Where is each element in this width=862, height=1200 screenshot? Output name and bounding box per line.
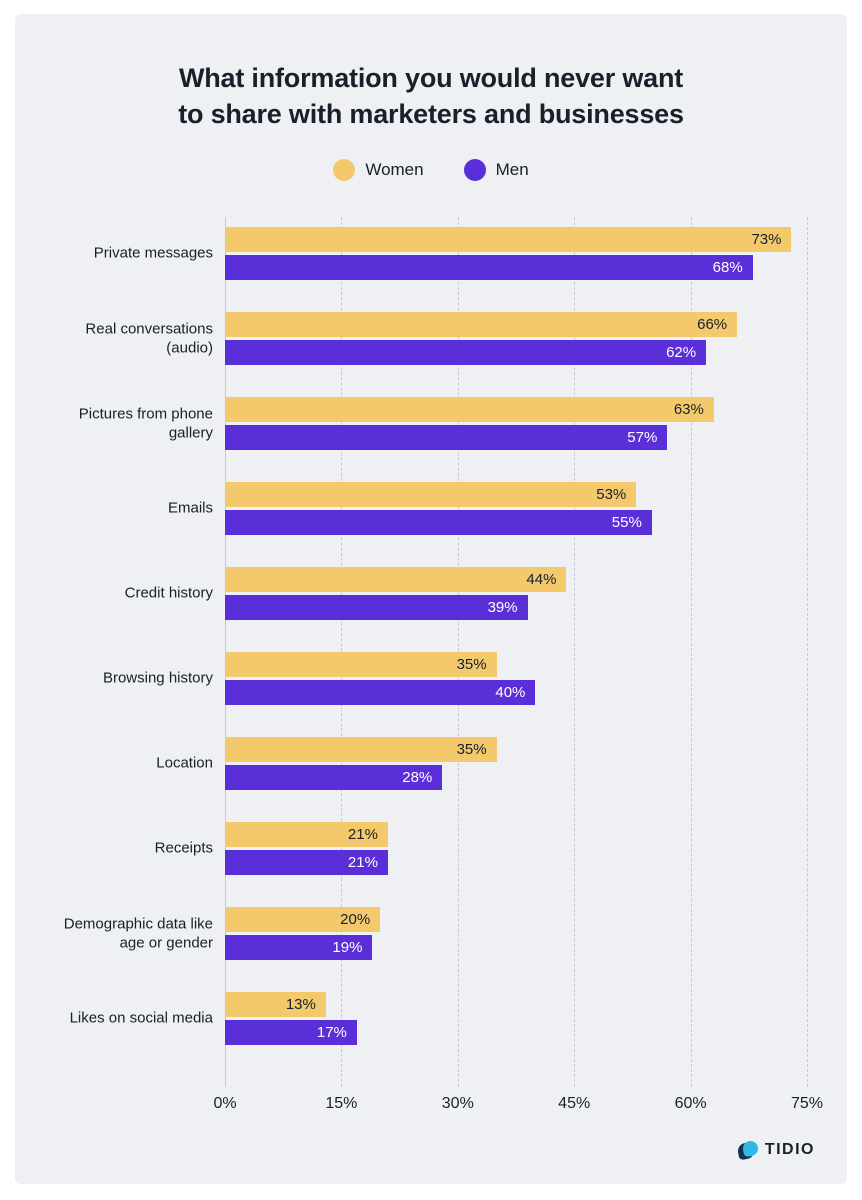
bar-value-men: 19%: [332, 939, 362, 956]
bar-men: 28%: [225, 765, 442, 790]
bar-women: 21%: [225, 822, 388, 847]
tidio-icon: [738, 1140, 758, 1160]
bar-women: 35%: [225, 737, 497, 762]
bar-row: 53% 55%: [225, 480, 807, 538]
bar-value-men: 57%: [627, 429, 657, 446]
gridline: [807, 217, 808, 1087]
bar-value-women: 73%: [751, 231, 781, 248]
legend-label-men: Men: [496, 160, 529, 180]
legend-item-women: Women: [333, 159, 423, 181]
bar-men: 55%: [225, 510, 652, 535]
bar-women: 35%: [225, 652, 497, 677]
legend: Women Men: [55, 159, 807, 181]
bar-value-women: 53%: [596, 486, 626, 503]
bar-value-women: 21%: [348, 826, 378, 843]
bar-men: 68%: [225, 255, 753, 280]
legend-swatch-men: [464, 159, 486, 181]
chart-card: What information you would never want to…: [15, 14, 847, 1184]
bar-value-men: 68%: [713, 259, 743, 276]
bar-men: 62%: [225, 340, 706, 365]
bar-value-men: 62%: [666, 344, 696, 361]
x-tick-label: 60%: [675, 1095, 707, 1113]
x-tick-label: 75%: [791, 1095, 823, 1113]
bar-men: 17%: [225, 1020, 357, 1045]
bar-women: 53%: [225, 482, 636, 507]
bar-value-men: 55%: [612, 514, 642, 531]
plot-area: 0%15%30%45%60%75%73%68%66%62%63%57%53%55…: [225, 217, 807, 1087]
legend-swatch-women: [333, 159, 355, 181]
category-label: Credit history: [53, 585, 213, 604]
category-label: Real conversations (audio): [53, 320, 213, 358]
bar-row: 35% 40%: [225, 650, 807, 708]
category-label: Likes on social media: [53, 1010, 213, 1029]
bar-value-women: 35%: [457, 656, 487, 673]
bar-women: 13%: [225, 992, 326, 1017]
bar-row: 13%17%: [225, 990, 807, 1048]
bar-row: 21% 21%: [225, 820, 807, 878]
category-label: Browsing history: [53, 670, 213, 689]
bar-men: 39%: [225, 595, 528, 620]
bar-value-men: 39%: [488, 599, 518, 616]
bar-women: 20%: [225, 907, 380, 932]
bar-women: 44%: [225, 567, 566, 592]
legend-item-men: Men: [464, 159, 529, 181]
category-label: Demographic data like age or gender: [53, 915, 213, 953]
bar-value-men: 21%: [348, 854, 378, 871]
chart-title: What information you would never want to…: [55, 60, 807, 133]
bar-value-women: 66%: [697, 316, 727, 333]
bar-men: 21%: [225, 850, 388, 875]
bar-row: 63% 57%: [225, 395, 807, 453]
category-label: Private messages: [53, 245, 213, 264]
category-label: Location: [53, 755, 213, 774]
bar-value-women: 13%: [286, 996, 316, 1013]
bar-men: 57%: [225, 425, 667, 450]
bar-value-women: 20%: [340, 911, 370, 928]
brand-badge: TIDIO: [738, 1140, 815, 1160]
legend-label-women: Women: [365, 160, 423, 180]
bar-value-women: 35%: [457, 741, 487, 758]
bar-value-women: 63%: [674, 401, 704, 418]
bar-men: 19%: [225, 935, 372, 960]
x-tick-label: 45%: [558, 1095, 590, 1113]
bar-row: 66%62%: [225, 310, 807, 368]
bar-women: 66%: [225, 312, 737, 337]
x-tick-label: 15%: [325, 1095, 357, 1113]
bar-row: 35% 28%: [225, 735, 807, 793]
brand-name: TIDIO: [765, 1141, 815, 1159]
bar-row: 73% 68%: [225, 225, 807, 283]
x-tick-label: 30%: [442, 1095, 474, 1113]
category-label: Pictures from phone gallery: [53, 405, 213, 443]
bar-women: 63%: [225, 397, 714, 422]
bar-value-men: 28%: [402, 769, 432, 786]
bar-value-men: 40%: [495, 684, 525, 701]
bar-women: 73%: [225, 227, 791, 252]
bar-row: 44% 39%: [225, 565, 807, 623]
bar-men: 40%: [225, 680, 535, 705]
category-label: Receipts: [53, 840, 213, 859]
y-axis-labels: Private messages Real conversations (audi…: [55, 217, 225, 1087]
title-line-2: to share with marketers and businesses: [178, 99, 684, 129]
category-label: Emails: [53, 500, 213, 519]
title-line-1: What information you would never want: [179, 63, 683, 93]
chart: Private messages Real conversations (audi…: [55, 217, 807, 1087]
x-tick-label: 0%: [213, 1095, 236, 1113]
bar-value-men: 17%: [317, 1024, 347, 1041]
bar-value-women: 44%: [526, 571, 556, 588]
bar-row: 20% 19%: [225, 905, 807, 963]
